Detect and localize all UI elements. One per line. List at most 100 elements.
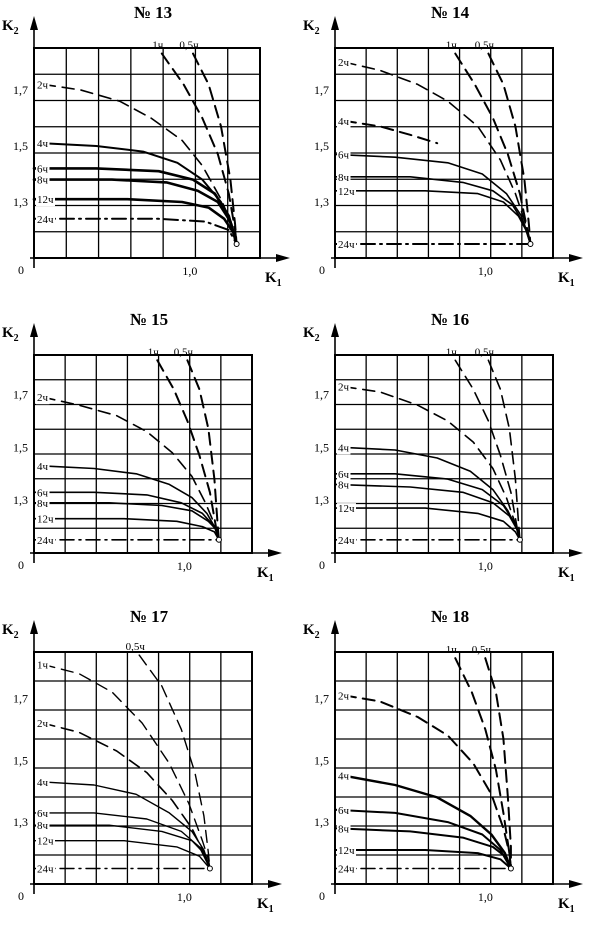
y-tick-label: 1,5	[13, 440, 28, 454]
series-label: 2ч	[37, 718, 49, 730]
y-tick-label: 1,3	[13, 815, 28, 829]
chart-panel: № 14 K2 K1 0 1,3 1,5 1,7 1,0 0,5ч 1ч 2ч 4ч 6ч 8ч 12ч 24…	[303, 3, 583, 289]
series-label: 1ч	[152, 40, 164, 52]
series-label-bg	[337, 149, 351, 162]
series-label: 8ч	[37, 498, 49, 510]
y-tick-label: 1,7	[314, 83, 329, 97]
series-label-bg	[337, 479, 351, 492]
y-axis-label: K2	[303, 18, 320, 37]
series-line	[32, 197, 238, 246]
series-label: 4ч	[338, 771, 350, 783]
y-axis-arrow	[30, 620, 38, 634]
series-line	[334, 473, 521, 541]
series-line	[33, 824, 211, 870]
series-line	[42, 83, 238, 245]
y-tick-label: 1,3	[13, 493, 28, 507]
series-label-bg	[36, 194, 55, 207]
series-label: 24ч	[37, 535, 54, 547]
series-label: 4ч	[37, 777, 49, 789]
series-label: 6ч	[37, 808, 49, 820]
series-label: 6ч	[37, 163, 49, 175]
chart-panel: № 18 K2 K1 0 1,3 1,5 1,7 1,0 0,5ч 1ч 2ч 4ч 6ч 8ч 12ч 24…	[303, 607, 583, 915]
series-label-bg	[337, 171, 351, 184]
series-line	[343, 446, 521, 541]
series-label: 1ч	[446, 644, 458, 656]
chart-title: № 16	[431, 310, 469, 329]
origin-label: 0	[18, 263, 24, 277]
series-label: 2ч	[338, 690, 350, 702]
y-tick-label: 1,7	[314, 388, 329, 402]
series-label-bg	[337, 844, 356, 857]
series-label: 8ч	[37, 175, 49, 187]
y-axis-label: K2	[2, 18, 19, 37]
y-tick-label: 1,7	[13, 83, 28, 97]
y-tick-label: 1,5	[314, 753, 329, 767]
y-tick-label: 1,3	[314, 815, 329, 829]
series-label-bg	[337, 442, 351, 455]
series-line	[334, 827, 512, 870]
series-line	[192, 52, 238, 245]
series-label: 6ч	[338, 805, 350, 817]
series-line	[186, 359, 220, 541]
series-label: 1ч	[37, 659, 49, 671]
series-label-bg	[337, 804, 351, 817]
origin-label: 0	[319, 889, 325, 903]
series-line	[484, 657, 512, 870]
series-label-bg	[36, 718, 50, 731]
x-tick-label: 1,0	[177, 890, 192, 904]
series-label-bg	[36, 863, 55, 876]
y-tick-label: 1,3	[314, 493, 329, 507]
y-tick-label: 1,7	[13, 691, 28, 705]
series-label-bg	[337, 381, 351, 394]
y-tick-label: 1,3	[13, 195, 28, 209]
series-line	[32, 167, 238, 246]
series-label-bg	[337, 239, 356, 251]
series-line	[138, 654, 211, 870]
series-line	[342, 774, 513, 870]
series-label-bg	[36, 163, 50, 176]
x-axis-arrow	[569, 549, 583, 557]
x-tick-label: 1,0	[478, 559, 493, 573]
convergence-point	[215, 536, 222, 543]
series-line	[42, 722, 211, 870]
x-tick-label: 1,0	[177, 559, 192, 573]
series-label-bg	[337, 770, 351, 783]
series-label-bg	[36, 213, 55, 226]
series-label: 2ч	[37, 392, 49, 404]
series-label: 2ч	[338, 57, 350, 69]
y-tick-label: 1,5	[13, 139, 28, 153]
chart-title: № 17	[130, 607, 169, 626]
x-axis-label: K1	[558, 896, 575, 915]
series-label: 0,5ч	[179, 40, 199, 52]
series-line	[33, 491, 220, 541]
series-label: 8ч	[37, 820, 49, 832]
series-line	[33, 502, 220, 541]
series-line	[42, 781, 211, 870]
series-label-bg	[36, 174, 50, 187]
y-axis-label: K2	[303, 622, 320, 641]
series-line	[334, 507, 521, 541]
series-label: 12ч	[37, 836, 54, 848]
x-axis-arrow	[268, 880, 282, 888]
series-label: 0,5ч	[174, 346, 194, 358]
series-label: 12ч	[338, 186, 355, 198]
chart-title: № 14	[431, 3, 470, 22]
series-label: 0,5ч	[475, 40, 495, 52]
y-axis-arrow	[331, 323, 339, 337]
x-axis-label: K1	[558, 565, 575, 584]
x-axis-arrow	[268, 549, 282, 557]
series-label-bg	[36, 807, 50, 820]
x-axis-arrow	[276, 254, 290, 262]
series-line	[343, 61, 532, 245]
series-label: 4ч	[37, 461, 49, 473]
series-label: 24ч	[37, 214, 54, 226]
series-label-bg	[337, 690, 351, 703]
origin-label: 0	[319, 558, 325, 572]
series-label: 24ч	[338, 239, 355, 251]
series-label: 12ч	[37, 194, 54, 206]
series-label: 4ч	[338, 116, 350, 128]
series-line	[343, 694, 512, 870]
series-line	[487, 52, 532, 245]
convergence-point	[233, 241, 240, 247]
